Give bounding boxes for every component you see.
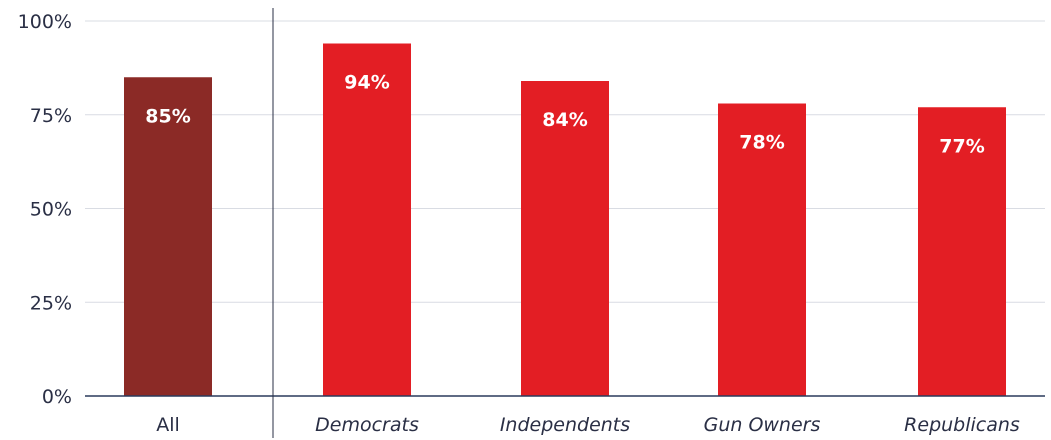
bar-democrats (323, 43, 411, 396)
value-label: 85% (145, 105, 190, 127)
axes (85, 8, 1045, 438)
category-label: Democrats (315, 414, 419, 436)
value-label: 84% (542, 109, 587, 131)
bar-republicans (918, 107, 1006, 396)
value-label: 77% (939, 135, 984, 157)
bar-gun-owners (718, 103, 806, 396)
bar-all (124, 77, 212, 396)
category-label: Gun Owners (704, 414, 821, 436)
bars (124, 43, 1006, 396)
bar-independents (521, 81, 609, 396)
value-label: 94% (344, 72, 389, 94)
y-tick-label: 100% (18, 11, 72, 33)
y-tick-label: 0% (42, 386, 72, 408)
category-label: Independents (500, 414, 630, 436)
category-label: All (156, 414, 180, 436)
y-tick-label: 50% (30, 199, 72, 221)
y-tick-label: 75% (30, 105, 72, 127)
value-label: 78% (739, 132, 784, 154)
labels: 0% 25% 50% 75% 100% 85% All 94% Democrats 84% Inde… (18, 11, 1020, 436)
y-tick-label: 25% (30, 292, 72, 314)
category-label: Republicans (904, 414, 1020, 436)
